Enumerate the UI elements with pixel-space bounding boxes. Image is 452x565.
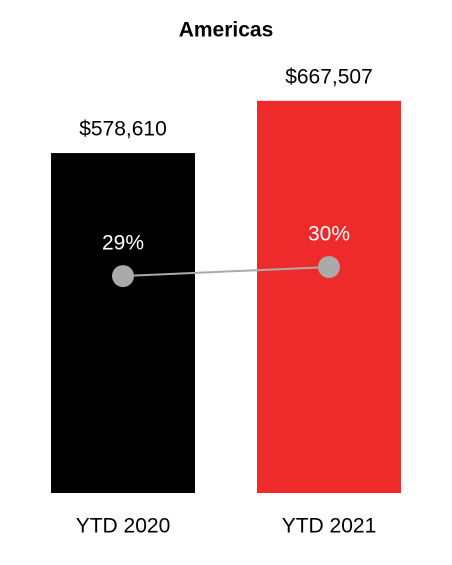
x-tick-label: YTD 2021 [282, 515, 377, 538]
bar-value-label: $578,610 [79, 118, 167, 141]
point-value-label: 29% [102, 232, 144, 255]
x-tick-label: YTD 2020 [76, 515, 171, 538]
bar [257, 100, 401, 494]
bar [51, 153, 195, 493]
bar-value-label: $667,507 [285, 65, 373, 88]
point [318, 256, 340, 279]
point [112, 265, 134, 288]
chart-title: Americas [179, 19, 274, 42]
point-value-label: 30% [308, 223, 350, 246]
line [122, 266, 330, 278]
